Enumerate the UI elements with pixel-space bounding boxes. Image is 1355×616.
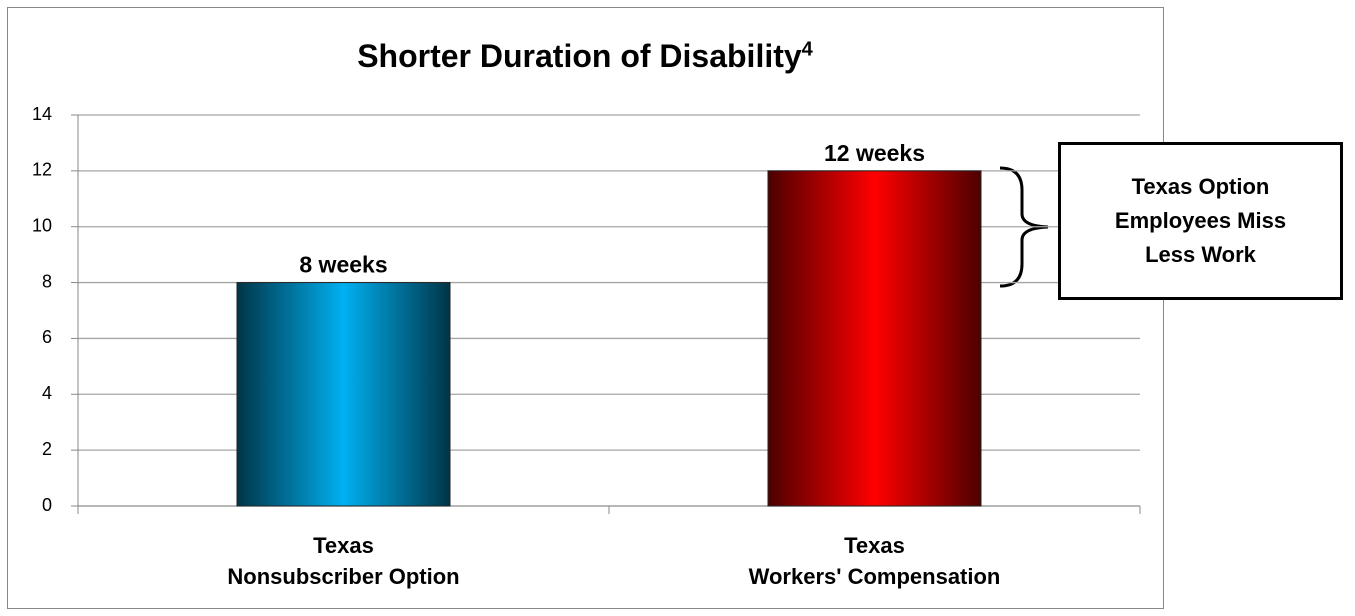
x-tick-label: Texas Workers' Compensation: [748, 533, 1001, 589]
x-tick-label: Texas Nonsubscriber Option: [227, 533, 460, 589]
y-tick-label: 2: [42, 439, 52, 459]
y-tick-label: 8: [42, 271, 52, 291]
y-tick-label: 10: [32, 215, 52, 235]
y-tick-label: 4: [42, 383, 52, 403]
value-label: 8 weeks: [299, 252, 387, 278]
chart-title: Shorter Duration of Disability4: [7, 38, 1163, 75]
y-tick-label: 12: [32, 160, 52, 180]
chart-border: [7, 7, 1164, 609]
y-tick-label: 0: [42, 495, 52, 515]
bar: [236, 282, 451, 507]
y-tick-label: 6: [42, 327, 52, 347]
title-text: Shorter Duration of Disability: [357, 38, 802, 74]
title-note: 4: [801, 38, 813, 61]
bar: [767, 170, 982, 507]
annotation: Texas Option Employees Miss Less Work: [1058, 142, 1343, 300]
value-label: 12 weeks: [824, 140, 925, 166]
y-tick-label: 14: [32, 104, 52, 124]
